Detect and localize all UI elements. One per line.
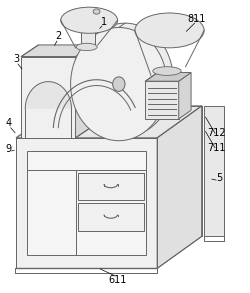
Polygon shape [16,138,157,268]
Polygon shape [27,151,146,255]
Circle shape [77,23,173,136]
Ellipse shape [153,67,181,75]
Polygon shape [81,25,94,46]
Text: 712: 712 [207,128,226,138]
Polygon shape [21,57,76,138]
Polygon shape [25,82,72,109]
Text: 1: 1 [101,17,107,27]
Circle shape [70,28,167,141]
Polygon shape [16,106,202,138]
Polygon shape [145,81,179,119]
Polygon shape [204,106,224,236]
Circle shape [113,77,125,91]
Polygon shape [21,45,93,57]
Text: 811: 811 [188,14,206,24]
Polygon shape [78,173,144,200]
Ellipse shape [93,9,100,14]
Ellipse shape [76,43,97,51]
Polygon shape [145,72,191,81]
Text: 4: 4 [6,118,12,128]
Text: 711: 711 [207,143,226,153]
Text: 9: 9 [6,144,12,154]
Polygon shape [78,203,144,231]
Ellipse shape [61,7,118,33]
Polygon shape [157,106,202,268]
Polygon shape [179,72,191,119]
Polygon shape [76,45,93,138]
Ellipse shape [135,13,204,48]
Text: 5: 5 [216,173,222,183]
Text: 3: 3 [13,54,19,64]
Text: 611: 611 [108,275,127,285]
Text: 2: 2 [55,31,62,41]
